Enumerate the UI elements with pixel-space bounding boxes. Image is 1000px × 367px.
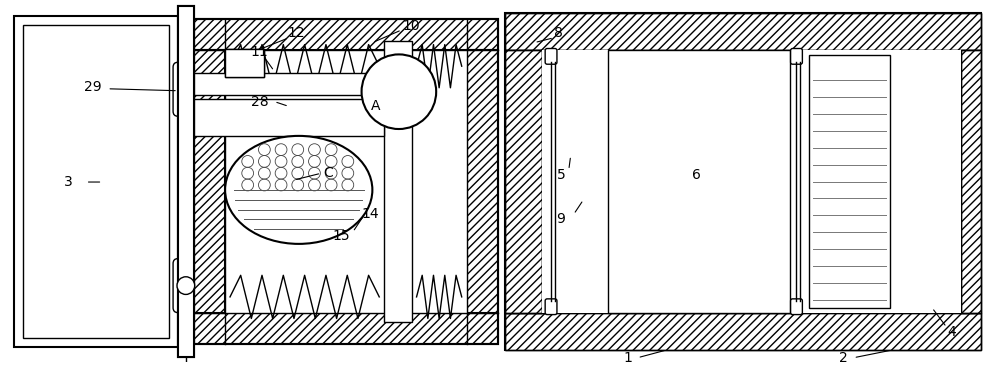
Bar (608, 51, 790, 313)
Bar (23, 25, 169, 338)
Bar (809, 55, 890, 308)
Bar (384, 41, 412, 323)
Bar (194, 51, 225, 313)
Text: A: A (371, 99, 380, 113)
Bar (225, 50, 264, 77)
FancyBboxPatch shape (791, 299, 802, 315)
Text: 8: 8 (554, 26, 563, 40)
Text: 10: 10 (403, 19, 420, 33)
Text: 29: 29 (84, 80, 101, 94)
Text: 9: 9 (556, 212, 565, 226)
Bar (194, 19, 498, 344)
Text: 28: 28 (251, 95, 268, 109)
Bar (505, 51, 542, 313)
Bar (505, 313, 981, 350)
Bar (542, 51, 961, 313)
Bar (14, 16, 178, 347)
Circle shape (177, 277, 195, 294)
Bar (194, 19, 498, 51)
Bar (194, 73, 369, 95)
Text: 6: 6 (692, 168, 701, 182)
Text: 5: 5 (556, 168, 565, 182)
FancyBboxPatch shape (173, 62, 204, 116)
Bar (225, 51, 467, 313)
Bar (194, 99, 384, 136)
Bar (225, 50, 264, 77)
Text: 12: 12 (287, 26, 305, 40)
Bar (961, 51, 981, 313)
FancyBboxPatch shape (545, 48, 557, 64)
Bar (505, 13, 981, 51)
Bar (505, 13, 981, 51)
Bar (467, 51, 498, 313)
Bar (389, 89, 409, 108)
Ellipse shape (225, 136, 372, 244)
Text: 2: 2 (839, 351, 848, 365)
Text: 1: 1 (623, 351, 632, 365)
Text: 3: 3 (64, 175, 72, 189)
Bar (505, 13, 981, 350)
Circle shape (362, 54, 436, 129)
Bar (961, 51, 981, 313)
FancyBboxPatch shape (545, 299, 557, 315)
Text: C: C (323, 166, 333, 180)
Bar (194, 313, 498, 344)
Text: 14: 14 (362, 207, 379, 221)
FancyBboxPatch shape (791, 48, 802, 64)
Text: 15: 15 (332, 229, 350, 243)
Text: 11: 11 (251, 46, 268, 59)
Bar (178, 6, 194, 357)
Bar (178, 6, 194, 357)
Text: 4: 4 (947, 325, 956, 339)
Bar (505, 313, 981, 350)
FancyBboxPatch shape (173, 259, 204, 313)
Bar (505, 51, 542, 313)
